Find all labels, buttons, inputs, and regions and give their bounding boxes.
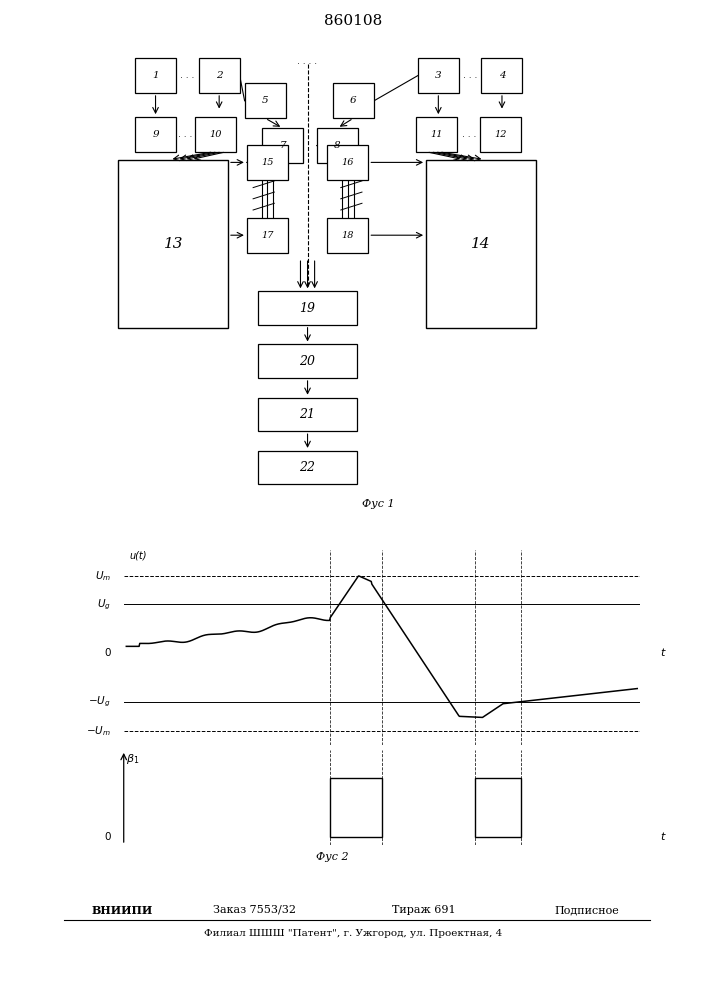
- Text: 4: 4: [498, 71, 506, 80]
- Text: . . .: . . .: [462, 130, 476, 139]
- Bar: [135, 117, 176, 152]
- Text: 22: 22: [300, 461, 315, 474]
- Text: ВНИИПИ: ВНИИПИ: [92, 904, 153, 916]
- Text: $U_m$: $U_m$: [95, 569, 111, 583]
- Bar: [426, 160, 536, 328]
- Text: 3: 3: [435, 71, 442, 80]
- Text: 18: 18: [341, 231, 354, 240]
- Bar: [135, 58, 176, 93]
- Text: Подписное: Подписное: [554, 905, 619, 915]
- Text: . . . .: . . . .: [298, 57, 317, 66]
- Text: 5: 5: [262, 96, 269, 105]
- Text: Филиал ШШШ "Патент", г. Ужгород, ул. Проектная, 4: Филиал ШШШ "Патент", г. Ужгород, ул. Про…: [204, 930, 503, 938]
- Bar: [262, 128, 303, 163]
- Bar: [481, 58, 522, 93]
- Text: Фус 1: Фус 1: [362, 499, 395, 509]
- Text: 16: 16: [341, 158, 354, 167]
- Bar: [480, 117, 521, 152]
- Bar: [258, 344, 357, 378]
- Text: 20: 20: [300, 355, 315, 368]
- Text: 19: 19: [300, 302, 315, 314]
- Text: 0: 0: [105, 648, 111, 658]
- Text: Фус 2: Фус 2: [316, 852, 349, 862]
- Text: 9: 9: [152, 130, 159, 139]
- Text: $-U_m$: $-U_m$: [86, 724, 111, 738]
- Bar: [247, 218, 288, 253]
- Bar: [258, 398, 357, 431]
- Bar: [474, 778, 521, 837]
- Bar: [258, 451, 357, 484]
- Bar: [330, 778, 382, 837]
- Bar: [333, 83, 374, 118]
- Text: t: t: [660, 832, 665, 842]
- Text: 17: 17: [261, 231, 274, 240]
- Text: t: t: [660, 648, 665, 658]
- Text: 6: 6: [350, 96, 357, 105]
- Text: u(t): u(t): [130, 550, 148, 560]
- Text: 7: 7: [279, 141, 286, 150]
- Text: 8: 8: [334, 141, 341, 150]
- Text: 21: 21: [300, 408, 315, 421]
- Bar: [199, 58, 240, 93]
- Text: 10: 10: [209, 130, 222, 139]
- Text: $-U_g$: $-U_g$: [88, 695, 111, 709]
- Bar: [258, 291, 357, 325]
- Text: 1: 1: [152, 71, 159, 80]
- Text: 13: 13: [163, 237, 183, 251]
- Bar: [247, 145, 288, 180]
- Bar: [327, 218, 368, 253]
- Bar: [195, 117, 236, 152]
- Text: Заказ 7553/32: Заказ 7553/32: [213, 905, 296, 915]
- Text: 15: 15: [261, 158, 274, 167]
- Text: 0: 0: [105, 832, 111, 842]
- Text: 11: 11: [431, 130, 443, 139]
- Text: 12: 12: [494, 130, 507, 139]
- Text: 860108: 860108: [325, 14, 382, 28]
- Bar: [317, 128, 358, 163]
- Text: 2: 2: [216, 71, 223, 80]
- Text: $U_g$: $U_g$: [97, 597, 111, 612]
- Text: Тираж 691: Тираж 691: [392, 905, 456, 915]
- Text: . . .: . . .: [178, 130, 193, 139]
- Text: . . .: . . .: [180, 71, 194, 80]
- Text: . . .: . . .: [463, 71, 477, 80]
- Bar: [118, 160, 228, 328]
- Text: 14: 14: [471, 237, 491, 251]
- Bar: [418, 58, 459, 93]
- Bar: [245, 83, 286, 118]
- Bar: [327, 145, 368, 180]
- Text: $\beta_1$: $\beta_1$: [127, 752, 140, 766]
- Bar: [416, 117, 457, 152]
